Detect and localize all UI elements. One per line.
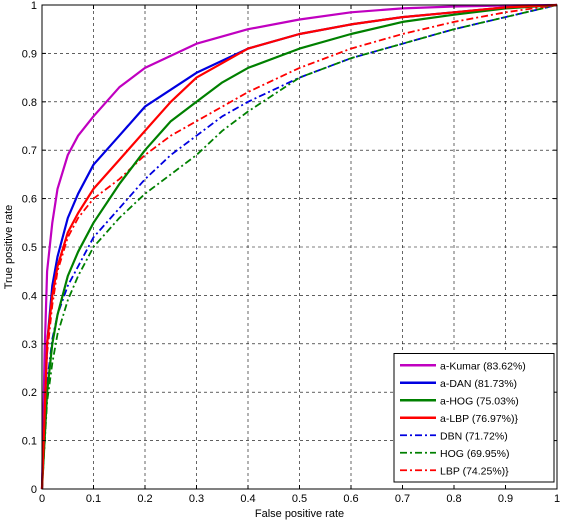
y-tick-label: 1 — [31, 0, 37, 12]
y-tick-label: 0 — [31, 484, 37, 496]
legend-label-1: a-DAN (81.73%) — [440, 378, 517, 390]
legend-label-3: a-LBP (76.97%)} — [440, 413, 519, 425]
x-tick-label: 0.4 — [240, 493, 255, 505]
series-layer — [40, 3, 558, 490]
series-line-3 — [40, 3, 558, 490]
x-tick-label: 1 — [554, 493, 560, 505]
y-tick-label: 0.5 — [22, 242, 37, 254]
y-tick-label: 0.9 — [22, 48, 37, 60]
y-axis-label: True positive rate — [3, 205, 15, 290]
x-tick-label: 0 — [39, 493, 45, 505]
y-tick-label: 0.7 — [22, 145, 37, 157]
y-tick-label: 0.6 — [22, 194, 37, 206]
x-axis-label: False positive rate — [255, 508, 344, 520]
legend-label-6: LBP (74.25%)} — [440, 465, 509, 477]
series-line-2 — [40, 3, 558, 490]
y-tick-label: 0.3 — [22, 339, 37, 351]
legend-label-0: a-Kumar (83.62%) — [440, 360, 526, 372]
y-tick-label: 0.4 — [22, 290, 37, 302]
x-tick-label: 0.1 — [86, 493, 101, 505]
legend: a-Kumar (83.62%) a-DAN (81.73%) a-HOG (75.… — [393, 353, 555, 483]
legend-label-2: a-HOG (75.03%) — [440, 395, 519, 407]
y-tick-label: 0.8 — [22, 97, 37, 109]
series-line-6 — [41, 4, 558, 490]
series-line-5 — [41, 4, 558, 490]
x-tick-label: 0.2 — [137, 493, 152, 505]
x-tick-label: 0.3 — [189, 493, 204, 505]
legend-label-4: DBN (71.72%) — [440, 430, 508, 442]
y-tick-label: 0.1 — [22, 436, 37, 448]
grid — [42, 5, 557, 489]
x-tick-label: 0.6 — [343, 493, 358, 505]
x-tick-label: 0.9 — [498, 493, 513, 505]
x-tick-label: 0.7 — [395, 493, 410, 505]
x-tick-label: 0.5 — [292, 493, 307, 505]
x-tick-label: 0.8 — [446, 493, 461, 505]
legend-label-5: HOG (69.95%) — [440, 448, 509, 460]
series-line-0 — [40, 3, 558, 490]
y-tick-label: 0.2 — [22, 387, 37, 399]
ticks: 0 0.1 0.2 0.3 0.4 0.5 0.6 0.7 0.8 0.9 1 0 0.1 0.2 0.3 0… — [22, 0, 560, 505]
